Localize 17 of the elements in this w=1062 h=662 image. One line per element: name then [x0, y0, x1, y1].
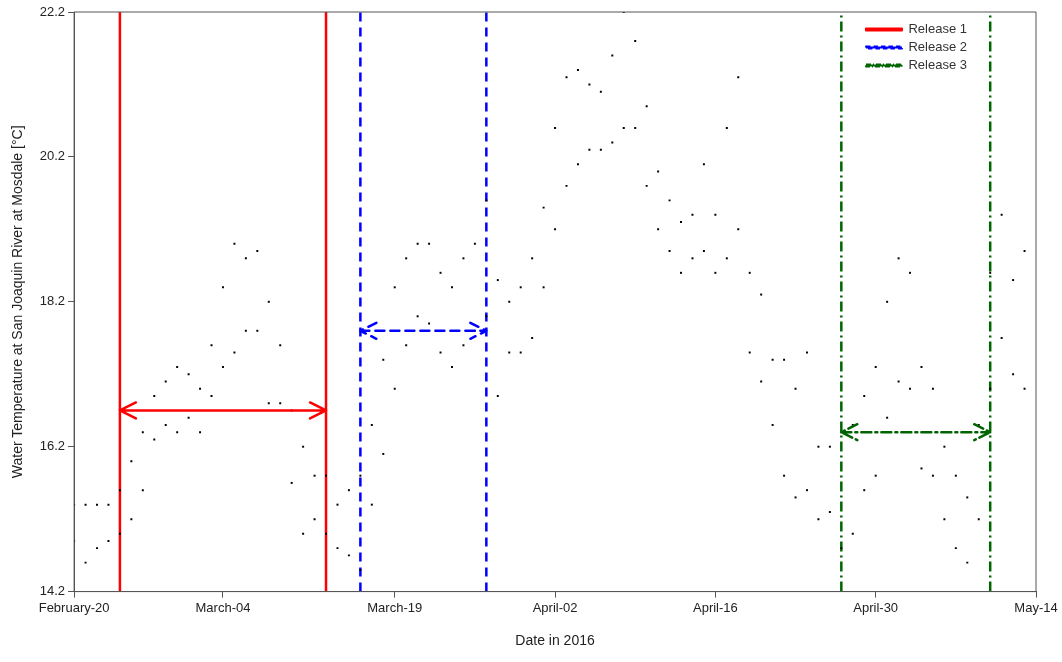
x-tick-label: February-20	[38, 599, 110, 615]
y-tick-label: 20.2	[39, 148, 66, 164]
x-tick-label: March-04	[195, 599, 251, 615]
y-tick-label: 22.2	[39, 3, 66, 19]
y-tick-label: 18.2	[39, 293, 66, 309]
y-tick-label: 16.2	[39, 438, 66, 454]
legend-label: Release 2	[908, 39, 968, 55]
y-tick-label: 14.2	[39, 583, 66, 599]
legend-label: Release 1	[908, 21, 968, 37]
x-tick-label: May-14	[1014, 599, 1058, 615]
y-axis-title: Water Temperature at San Joaquin River at Mosdale [°C]	[9, 125, 26, 479]
x-tick-label: April-16	[692, 599, 738, 615]
x-axis-title: Date in 2016	[515, 632, 595, 649]
legend-label: Release 3	[908, 57, 968, 73]
x-tick-label: April-02	[532, 599, 578, 615]
x-tick-label: March-19	[367, 599, 423, 615]
x-tick-label: April-30	[853, 599, 899, 615]
